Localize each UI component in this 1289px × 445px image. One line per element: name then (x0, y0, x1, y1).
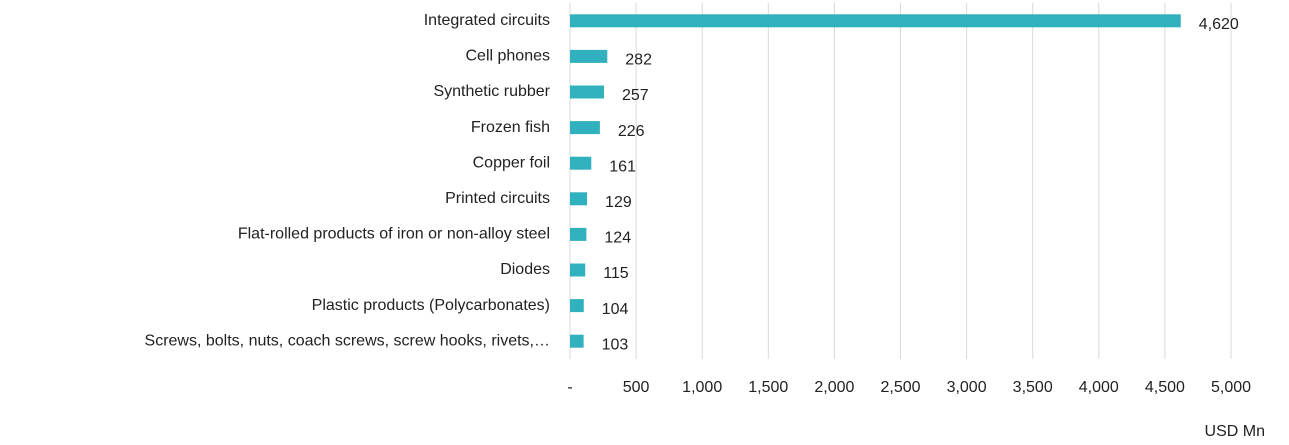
data-label: 115 (603, 265, 629, 282)
y-tick-label: Plastic products (Polycarbonates) (312, 297, 550, 314)
x-tick-label: 3,500 (1013, 379, 1053, 396)
data-label: 226 (618, 123, 645, 140)
x-tick-label: 1,500 (748, 379, 788, 396)
bar (570, 49, 608, 63)
data-label: 103 (602, 336, 629, 353)
bar (570, 334, 584, 348)
y-tick-label: Frozen fish (471, 119, 550, 136)
data-label: 104 (602, 301, 629, 318)
x-tick-label: 500 (623, 379, 650, 396)
data-label: 282 (625, 52, 652, 69)
x-tick-label: - (567, 379, 572, 396)
x-axis-label: USD Mn (1205, 423, 1265, 440)
data-label: 257 (622, 87, 649, 104)
bar (570, 192, 588, 206)
y-tick-label: Copper foil (473, 154, 550, 171)
y-tick-label: Flat-rolled products of iron or non-allo… (238, 226, 550, 243)
x-tick-label: 5,000 (1211, 379, 1251, 396)
y-tick-label: Screws, bolts, nuts, coach screws, screw… (145, 332, 550, 349)
y-tick-label: Cell phones (466, 48, 551, 65)
y-tick-label: Synthetic rubber (433, 83, 550, 100)
bar (570, 14, 1181, 28)
y-tick-label: Integrated circuits (424, 12, 550, 29)
bar (570, 263, 586, 277)
x-tick-label: 3,000 (947, 379, 987, 396)
data-label: 129 (605, 194, 632, 211)
bar (570, 227, 587, 241)
data-label: 161 (609, 158, 636, 175)
bar (570, 85, 604, 99)
x-tick-label: 4,000 (1079, 379, 1119, 396)
bar (570, 299, 584, 313)
bar (570, 121, 600, 135)
x-tick-label: 4,500 (1145, 379, 1185, 396)
x-tick-label: 2,000 (814, 379, 854, 396)
data-label: 4,620 (1199, 16, 1239, 33)
data-label: 124 (604, 230, 631, 247)
x-tick-label: 2,500 (880, 379, 920, 396)
bar (570, 156, 592, 170)
x-tick-label: 1,000 (682, 379, 722, 396)
y-tick-label: Diodes (500, 261, 550, 278)
y-tick-label: Printed circuits (445, 190, 550, 207)
